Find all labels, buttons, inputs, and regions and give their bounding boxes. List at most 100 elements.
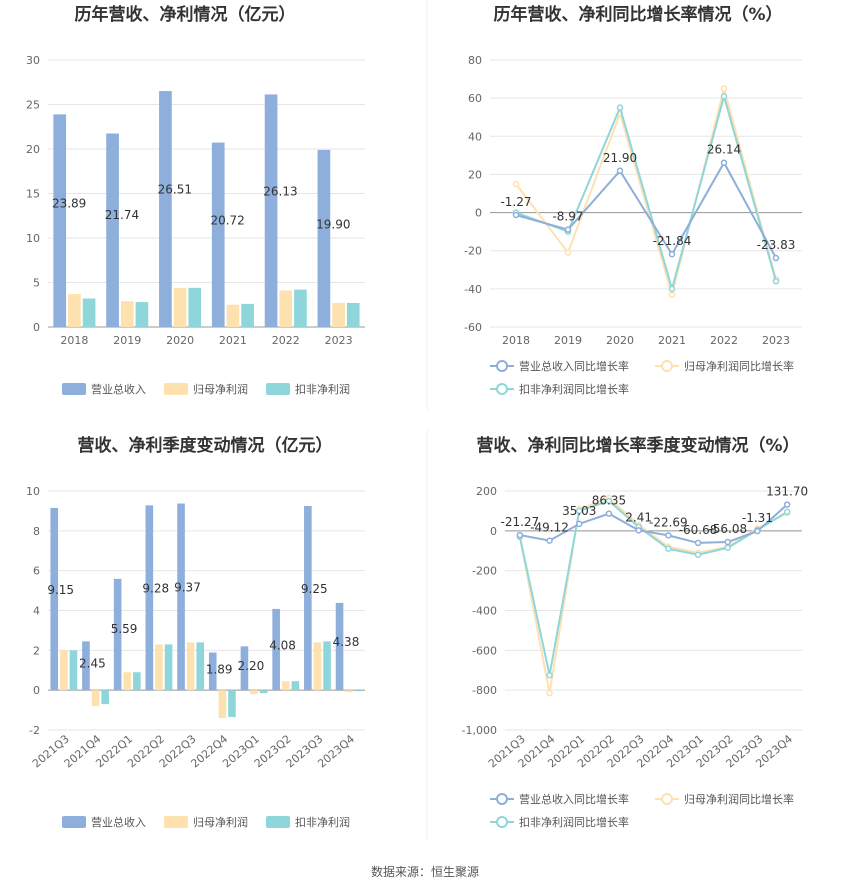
data-label: 4.38 — [333, 635, 360, 649]
data-label: 26.14 — [707, 143, 741, 157]
data-label: 21.74 — [105, 208, 139, 222]
series-line-revenue — [519, 503, 788, 544]
y-tick-label: 80 — [468, 54, 482, 67]
y-tick-label: -1,000 — [462, 724, 497, 737]
bar-revenue — [272, 608, 280, 691]
data-label: 2.45 — [79, 656, 106, 670]
legend-swatch — [62, 816, 86, 828]
x-tick-label: 2018 — [502, 334, 530, 347]
bar-adj-net-profit — [323, 641, 331, 691]
series-point — [665, 532, 672, 539]
data-label: -23.83 — [757, 238, 796, 252]
legend-swatch — [164, 383, 188, 395]
data-label: -1.31 — [742, 511, 773, 525]
bar-revenue — [240, 646, 249, 691]
bar-adj-net-profit — [82, 298, 96, 327]
legend-label: 扣非净利润同比增长率 — [519, 382, 629, 396]
y-tick-label: -20 — [464, 245, 482, 258]
legend-label: 扣非净利润同比增长率 — [519, 815, 629, 829]
legend-label: 营业总收入 — [91, 382, 146, 396]
bar-net-profit — [68, 294, 81, 327]
legend-label: 扣非净利润 — [295, 382, 350, 396]
x-tick-label: 2020 — [166, 334, 194, 347]
y-tick-label: -40 — [464, 283, 482, 296]
legend-swatch — [266, 383, 290, 395]
series-point — [546, 537, 553, 544]
bar-adj-net-profit — [69, 650, 78, 691]
bar-revenue — [304, 505, 312, 691]
series-point — [783, 508, 791, 516]
bar-adj-net-profit — [188, 287, 202, 327]
legend-label: 扣非净利润 — [295, 815, 350, 829]
y-tick-label: 4 — [33, 605, 40, 618]
y-tick-label: -600 — [472, 644, 497, 657]
data-label: 86.35 — [592, 494, 626, 508]
series-point — [694, 551, 702, 558]
legend-swatch-marker — [661, 360, 673, 372]
x-tick-label: 2022 — [272, 334, 300, 347]
legend-swatch-marker — [496, 793, 508, 805]
bar-revenue — [106, 133, 119, 327]
y-tick-label: 25 — [26, 99, 40, 112]
series-point — [665, 545, 672, 553]
series-point — [564, 249, 572, 256]
y-tick-label: 15 — [26, 188, 40, 201]
y-tick-label: 8 — [33, 525, 40, 538]
y-tick-label: 0 — [475, 207, 482, 220]
y-tick-label: 0 — [33, 684, 40, 697]
footer-source: 数据来源：恒生聚源 — [371, 864, 479, 879]
data-label: 21.90 — [603, 151, 637, 165]
series-point — [546, 689, 553, 697]
data-label: 9.25 — [301, 582, 328, 596]
series-point — [772, 254, 780, 262]
series-point — [724, 544, 731, 552]
legend-swatch — [62, 383, 86, 395]
bar-revenue — [177, 503, 185, 691]
y-tick-label: 20 — [468, 168, 482, 181]
data-label: 131.70 — [766, 485, 808, 499]
series-point — [512, 211, 520, 219]
data-label: 2.41 — [625, 510, 652, 524]
bar-revenue — [50, 507, 59, 691]
bar-revenue — [317, 149, 331, 327]
series-line-adj-net-profit — [515, 92, 777, 293]
series-point — [724, 538, 731, 546]
series-point — [605, 510, 613, 517]
data-label: -49.12 — [530, 521, 569, 535]
series-line-adj-net-profit — [518, 499, 788, 676]
series-point — [576, 520, 583, 528]
bar-net-profit — [226, 304, 240, 327]
bar-adj-net-profit — [133, 672, 141, 691]
legend-label: 归母净利润 — [193, 382, 248, 396]
data-label: 9.28 — [142, 582, 169, 596]
series-point — [576, 507, 583, 515]
data-label: 35.03 — [562, 504, 596, 518]
series-point — [668, 285, 676, 293]
y-tick-label: -60 — [464, 321, 482, 334]
series-line-net-profit — [515, 84, 777, 299]
series-point — [546, 671, 553, 679]
bar-adj-net-profit — [196, 642, 205, 691]
series-point — [720, 92, 728, 100]
data-label: 9.37 — [174, 581, 201, 595]
bar-net-profit — [313, 642, 322, 691]
series-point — [616, 104, 624, 111]
data-label: 26.13 — [263, 184, 297, 198]
y-tick-label: 0 — [490, 525, 497, 538]
y-tick-label: 2 — [33, 644, 40, 657]
bar-net-profit — [332, 302, 345, 327]
chart-title: 营收、净利季度变动情况（亿元） — [78, 435, 333, 456]
bar-net-profit — [91, 690, 100, 707]
legend-swatch-marker — [661, 793, 673, 805]
bar-adj-net-profit — [346, 302, 360, 327]
data-label: 20.72 — [210, 213, 244, 227]
y-tick-label: 10 — [26, 485, 40, 498]
series-point — [668, 291, 676, 298]
data-label: -1.27 — [500, 195, 531, 209]
legend-label: 营业总收入 — [91, 815, 146, 829]
y-tick-label: 200 — [476, 485, 497, 498]
bar-revenue — [335, 602, 344, 691]
legend-label: 归母净利润 — [193, 815, 248, 829]
bar-net-profit — [186, 642, 195, 691]
